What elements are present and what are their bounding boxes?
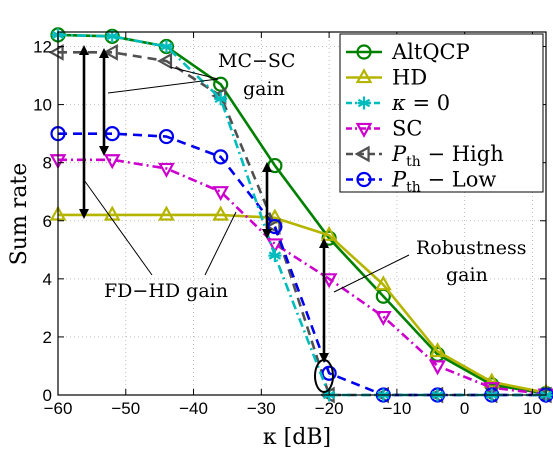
legend-item: AltQCP [346,40,470,64]
legend-item: Pth − Low [346,168,496,196]
legend-label: AltQCP [391,40,470,64]
data-point [158,205,175,221]
x-axis-title: κ [dB] [263,425,331,450]
legend-item: HD [346,66,427,90]
data-point [48,43,64,61]
y-tick-label: 6 [43,212,52,231]
series-line [58,213,547,394]
y-tick-label: 10 [33,96,52,115]
legend-box [339,33,544,193]
y-tick-label: 8 [43,154,52,173]
x-tick-label: −60 [44,399,73,418]
data-point [103,154,121,170]
y-axis-title: Sum rate [7,163,32,266]
x-tick-label: −50 [111,399,140,418]
x-tick-label: −20 [315,399,344,418]
series-line [58,158,547,396]
data-point [158,128,175,145]
data-point [265,218,281,235]
legend-label: Pth − Low [391,168,496,196]
legend-item: κ = 0 [346,91,450,115]
legend-marker [356,171,372,188]
legend-item: SC [346,117,422,141]
legend-label: SC [392,117,422,141]
data-point [102,43,118,61]
y-tick-label: 2 [43,328,52,347]
series-line [58,51,546,397]
legend-marker [355,122,373,138]
data-point [321,365,337,381]
data-point [213,149,229,165]
x-tick-label: −40 [179,399,208,418]
legend-marker [355,68,373,84]
data-point [429,360,446,376]
data-point [105,29,119,43]
x-tick-label: −10 [382,399,411,418]
series-2 [49,205,553,399]
data-point [374,310,392,327]
data-point [320,225,338,241]
fdhd-leader-line-2 [204,211,237,276]
data-point [157,52,173,70]
data-point [212,186,230,202]
legend-marker [354,145,370,163]
mcsc-leader-line-2 [169,66,219,80]
y-tick-label: 0 [43,386,52,405]
legend-label: κ = 0 [391,91,450,115]
x-tick-label: 0 [460,399,469,418]
data-point [212,205,230,221]
legend-marker [356,44,372,60]
legend-label: Pth − High [391,142,504,170]
x-tick-label: −30 [247,399,276,418]
robustness-gain-label-line2: gain [446,264,488,286]
mcsc-leader-line-1 [107,78,219,94]
data-point [266,238,284,254]
robustness-leader-line [333,254,410,293]
series-line [58,132,546,397]
data-point [374,275,392,291]
legend-marker [357,96,371,110]
mcsc-gain-label: MC−SC [218,50,295,72]
legend-label: HD [392,66,427,90]
mcsc-gain-label-line2: gain [243,78,285,100]
data-point [159,40,173,54]
y-tick-label: 12 [33,38,52,57]
robustness-gain-label: Robustness [416,237,527,259]
fdhd-leader-line-1 [83,179,153,276]
plot-frame [57,31,547,396]
data-point [214,92,228,106]
fdhd-gain-label: FD−HD gain [104,280,228,302]
x-tick-label: 10 [523,399,542,418]
data-point [158,162,175,178]
y-tick-label: 4 [43,270,52,289]
series-group [48,27,553,404]
data-point [483,372,501,388]
annotations: MC−SC gain FD−HD gain Robustness gain [79,45,527,393]
data-point [268,249,282,263]
legend-item: Pth − High [346,142,504,170]
data-point [429,342,446,358]
